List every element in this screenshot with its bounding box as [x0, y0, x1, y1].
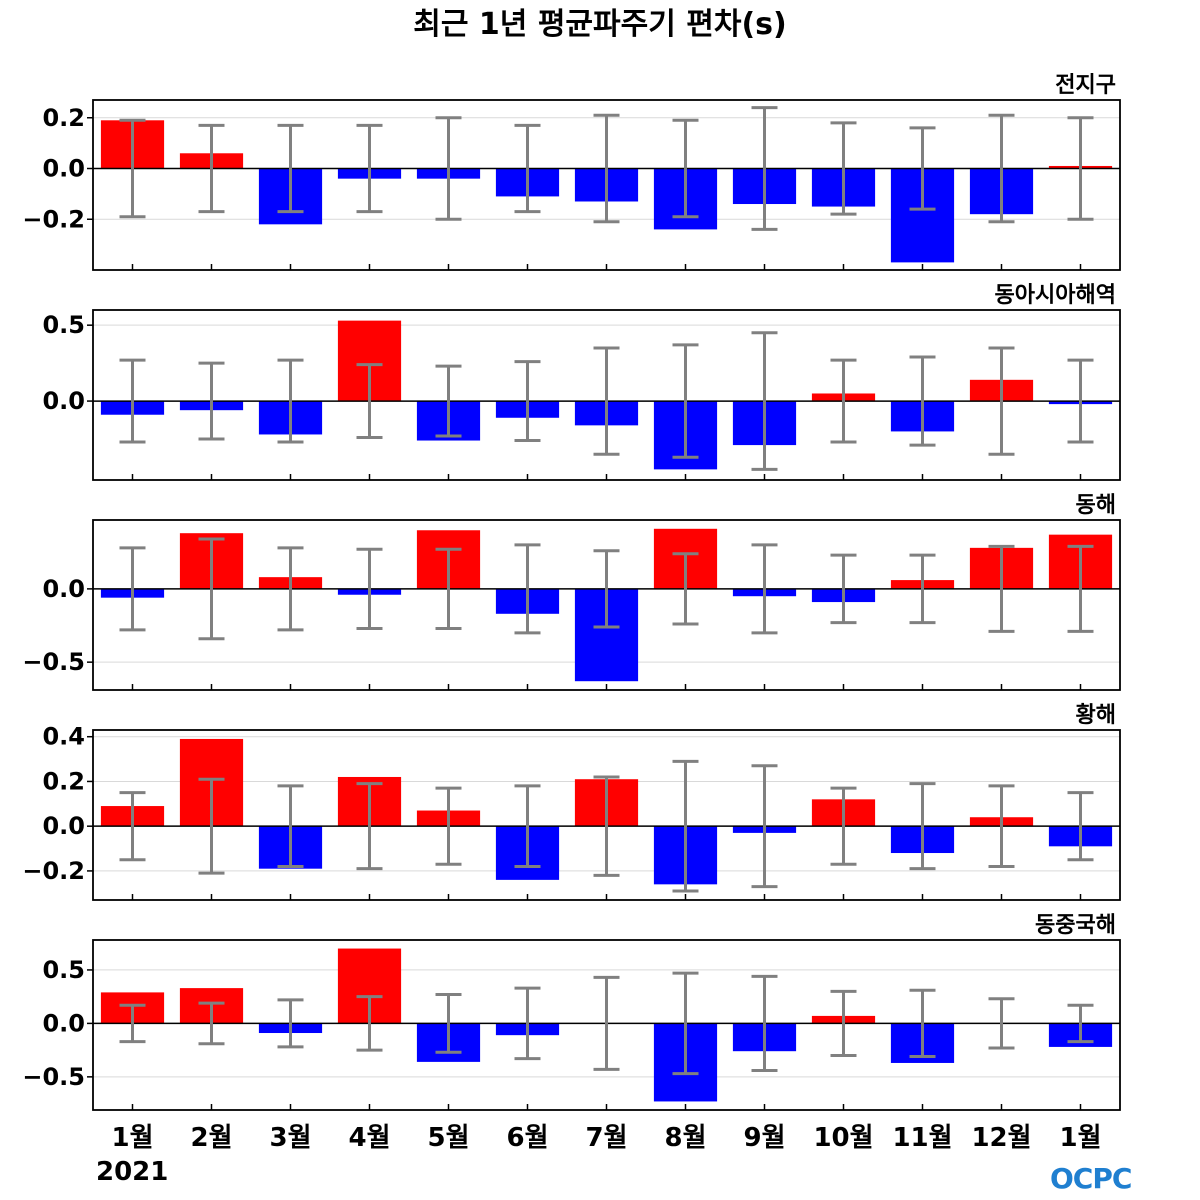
chart-panel: 황해 0.4 0.2 0.0 −0.2 — [22, 703, 1121, 901]
chart-panel: 전지구 0.2 0.0 −0.2 — [22, 73, 1121, 271]
year-label: 2021 — [96, 1157, 168, 1187]
chart-title: 최근 1년 평균파주기 편차(s) — [413, 7, 787, 42]
x-tick-label: 4월 — [348, 1123, 390, 1153]
y-tick-label: 0.0 — [42, 155, 85, 183]
x-tick-label: 2월 — [190, 1123, 232, 1153]
y-tick-label: 0.4 — [42, 723, 85, 751]
y-tick-label: 0.0 — [42, 1009, 85, 1037]
chart-panel: 동해 0.0 −0.5 — [22, 493, 1121, 691]
panel-frame — [92, 309, 1121, 481]
x-tick-label: 11월 — [892, 1123, 952, 1153]
y-tick-label: 0.0 — [42, 812, 85, 840]
y-tick-label: 0.5 — [42, 311, 85, 339]
region-label: 동해 — [1076, 493, 1116, 518]
panel-frame — [92, 99, 1121, 271]
y-tick-label: −0.5 — [22, 1063, 85, 1091]
x-tick-label: 9월 — [743, 1123, 785, 1153]
ocpc-logo: OCPC — [1050, 1162, 1132, 1195]
region-label: 동중국해 — [1035, 913, 1116, 938]
x-tick-label: 12월 — [971, 1123, 1031, 1153]
region-label: 전지구 — [1055, 73, 1116, 98]
x-tick-label: 7월 — [585, 1123, 627, 1153]
x-axis: 1월 2월 3월 4월 5월 6월 7월 8월 9월 10월 11월 12월 1월 — [111, 1123, 1101, 1153]
chart-panels: 전지구 0.2 0.0 −0.2 동아시아해역 0.5 0.0 동해 0.0 −0.5 황해 0.4 0… — [22, 73, 1121, 1111]
panel-frame — [92, 519, 1121, 691]
logo-text: OCPC — [1050, 1162, 1131, 1195]
x-tick-label: 8월 — [664, 1123, 706, 1153]
region-label: 동아시아해역 — [995, 283, 1116, 308]
y-tick-label: 0.0 — [42, 387, 85, 415]
x-tick-label: 1월 — [1059, 1123, 1101, 1153]
chart-panel: 동아시아해역 0.5 0.0 — [42, 283, 1121, 481]
y-tick-label: 0.5 — [42, 956, 85, 984]
y-tick-label: 0.0 — [42, 575, 85, 603]
x-tick-label: 3월 — [269, 1123, 311, 1153]
x-tick-label: 10월 — [813, 1123, 873, 1153]
region-label: 황해 — [1076, 703, 1116, 728]
y-tick-label: −0.2 — [22, 857, 85, 885]
panel-frame — [92, 939, 1121, 1111]
y-tick-label: −0.2 — [22, 205, 85, 233]
y-tick-label: 0.2 — [42, 104, 85, 132]
panel-frame — [92, 729, 1121, 901]
y-tick-label: −0.5 — [22, 648, 85, 676]
chart-panel: 동중국해 0.5 0.0 −0.5 — [22, 913, 1121, 1111]
y-tick-label: 0.2 — [42, 767, 85, 795]
x-tick-label: 1월 — [111, 1123, 153, 1153]
x-tick-label: 5월 — [427, 1123, 469, 1153]
x-tick-label: 6월 — [506, 1123, 548, 1153]
